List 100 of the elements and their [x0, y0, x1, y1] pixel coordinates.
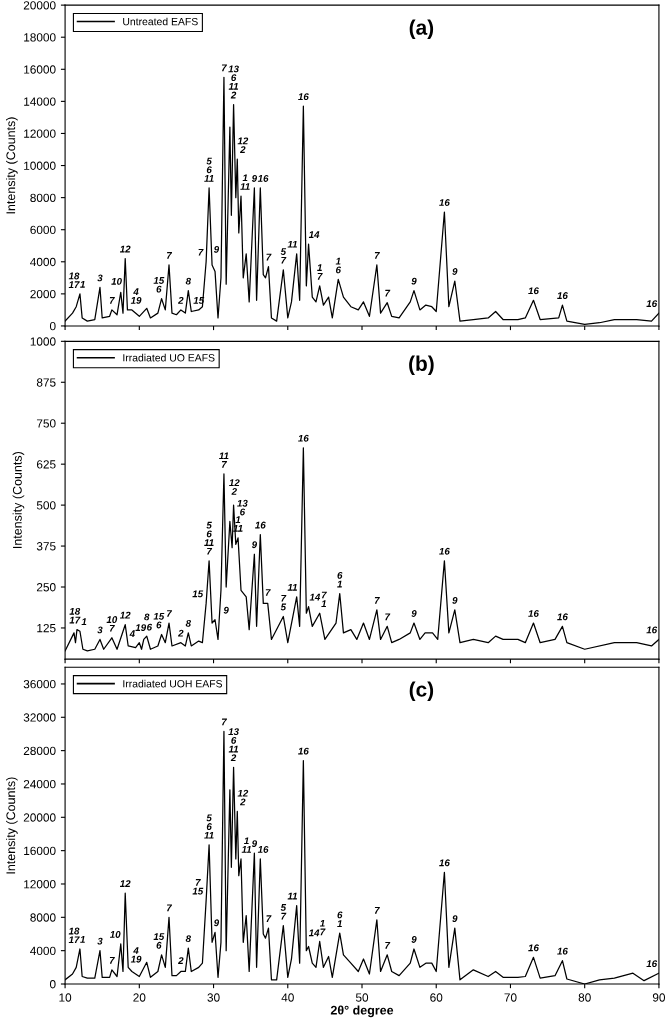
annotation: 14 [309, 593, 321, 601]
y-tick-label: 625 [36, 460, 56, 469]
y-tick-label: 8000 [30, 913, 56, 922]
x-axis-title: 2θ° degree [330, 1005, 394, 1018]
annotation: 7 [385, 941, 391, 949]
y-tick-label: 28000 [23, 746, 56, 756]
annotation: 12 2 [229, 479, 240, 495]
annotation: 7 [166, 904, 173, 912]
y-tick-label: 16000 [24, 65, 56, 74]
annotation: 8 [185, 277, 191, 285]
annotation: 16 [646, 300, 658, 308]
annotation: 5 6 11 7 [204, 521, 214, 555]
y-tick-label: 4000 [30, 946, 56, 956]
annotation: 2 [178, 296, 184, 304]
annotation: 10 [111, 277, 122, 285]
y-tick-label: 10000 [24, 161, 56, 170]
annotation: 8 [185, 619, 191, 627]
annotation: 7 [109, 297, 115, 304]
annotation: 9 [251, 175, 258, 182]
annotation: 10 7 [106, 616, 118, 632]
annotation: 7 [166, 610, 173, 617]
y-tick-label: 24000 [23, 780, 56, 789]
annotation: 16 [557, 947, 568, 955]
annotation: 12 2 [237, 789, 249, 806]
annotation: 16 [439, 859, 450, 867]
y-tick-label: 12000 [24, 129, 56, 138]
annotation: 5 7 [280, 904, 287, 920]
y-tick-label: 36000 [23, 679, 56, 689]
annotation: 7 [221, 718, 228, 726]
annotation: 15 6 [153, 933, 165, 949]
annotation: 7 [374, 252, 380, 259]
annotation: 8 [185, 935, 191, 943]
annotation: 16 [528, 610, 539, 617]
annotation: 7 [266, 915, 272, 922]
annotation: 15 6 [153, 612, 165, 629]
annotation: 5 6 11 [204, 157, 214, 182]
annotation: 16 [298, 434, 309, 442]
annotation: 14 [308, 929, 320, 937]
y-tick-label: 0 [49, 321, 56, 331]
annotation: 4 19 [130, 947, 142, 963]
y-tick-label: 500 [36, 501, 56, 510]
annotation: 16 [528, 287, 539, 295]
annotation: 6 1 [337, 571, 343, 588]
annotation: 1 7 [319, 919, 326, 936]
y-tick-label: 2000 [30, 289, 56, 299]
annotation: 6 [147, 623, 153, 631]
annotation: 13 6 11 2 [228, 728, 239, 762]
y-tick-label: 875 [36, 378, 56, 387]
annotation: 7 [385, 613, 391, 621]
annotation: 9 [411, 610, 417, 617]
x-tick-label: 60 [430, 993, 443, 1002]
annotation: 15 6 [153, 277, 165, 293]
annotation: 7 [374, 906, 380, 914]
y-tick-label: 18000 [24, 33, 56, 42]
y-axis-title: Intensity (Counts) [6, 777, 18, 874]
annotation: 16 [257, 846, 269, 853]
annotation: 18 17 [68, 272, 80, 289]
annotation: 6 1 [337, 911, 343, 927]
annotation: 16 [646, 626, 658, 634]
annotation: 12 [119, 611, 131, 619]
annotation: 1 11 [240, 174, 250, 190]
annotation: 18 17 [68, 927, 80, 944]
annotation: 1 [80, 936, 85, 943]
text: (a) [409, 19, 434, 39]
y-axis-title: Intensity (Counts) [12, 452, 25, 549]
annotation: 9 [251, 541, 258, 549]
y-tick-label: 20000 [23, 813, 56, 822]
annotation: 5 7 [280, 248, 287, 264]
annotation: 1 [81, 618, 87, 626]
annotation: 7 [385, 289, 391, 297]
annotation: 16 [439, 199, 450, 206]
y-tick-label: 125 [37, 623, 56, 633]
annotation: 4 19 [130, 288, 142, 304]
x-tick-label: 90 [652, 993, 666, 1002]
annotation: 16 [257, 175, 269, 182]
annotation: 9 [213, 919, 220, 927]
annotation: 9 [452, 268, 458, 275]
y-tick-label: 6000 [30, 225, 56, 235]
annotation: 11 [287, 240, 298, 248]
annotation: 13 6 [237, 499, 248, 516]
y-tick-label: 16000 [24, 846, 56, 856]
legend-label: Irradiated UO EAFS [123, 353, 215, 362]
annotation: 12 [119, 880, 131, 887]
annotation: 4 [129, 630, 135, 638]
annotation: 1 7 [317, 264, 323, 280]
annotation: 16 [557, 613, 568, 621]
annotation: 12 [119, 245, 131, 253]
y-tick-label: 1000 [30, 337, 56, 346]
y-tick-label: 8000 [30, 193, 56, 203]
legend-label: Untreated EAFS [123, 17, 198, 26]
annotation: 7 [109, 956, 115, 964]
annotation: 7 [221, 64, 228, 72]
annotation: 13 6 11 2 [228, 65, 239, 99]
y-tick-label: 32000 [23, 713, 56, 722]
y-axis-title: Intensity (Counts) [6, 117, 18, 214]
y-tick-label: 750 [36, 419, 56, 428]
annotation: 9 [223, 606, 229, 614]
annotation: 19 [135, 624, 147, 632]
x-tick-label: 50 [355, 993, 369, 1002]
x-tick-label: 10 [59, 993, 72, 1002]
